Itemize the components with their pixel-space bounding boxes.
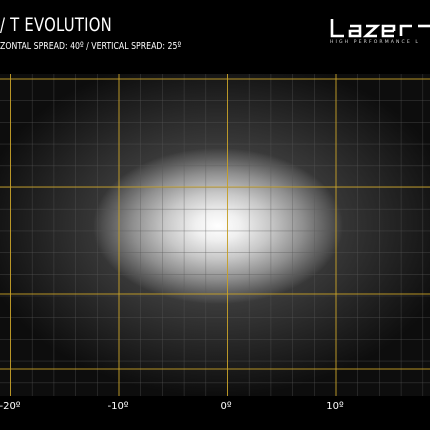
page-title: / T EVOLUTION: [0, 14, 112, 36]
header: / T EVOLUTION ZONTAL SPREAD: 40º / VERTI…: [0, 0, 430, 60]
beam-grid: [0, 74, 430, 396]
x-tick-label: -20º: [0, 401, 21, 412]
x-tick-label: 10º: [326, 401, 344, 412]
beam-pattern-plot: [0, 74, 430, 396]
logo-tagline: HIGH PERFORMANCE L: [330, 40, 421, 45]
x-tick-label: -10º: [107, 401, 129, 412]
brand-logo: [330, 16, 430, 56]
x-axis-labels: -20º -10º 0º 10º: [0, 398, 430, 430]
beam-spread-subtitle: ZONTAL SPREAD: 40º / VERTICAL SPREAD: 25…: [0, 41, 182, 52]
lazer-logo-icon: [330, 19, 430, 38]
x-tick-label: 0º: [220, 401, 232, 412]
